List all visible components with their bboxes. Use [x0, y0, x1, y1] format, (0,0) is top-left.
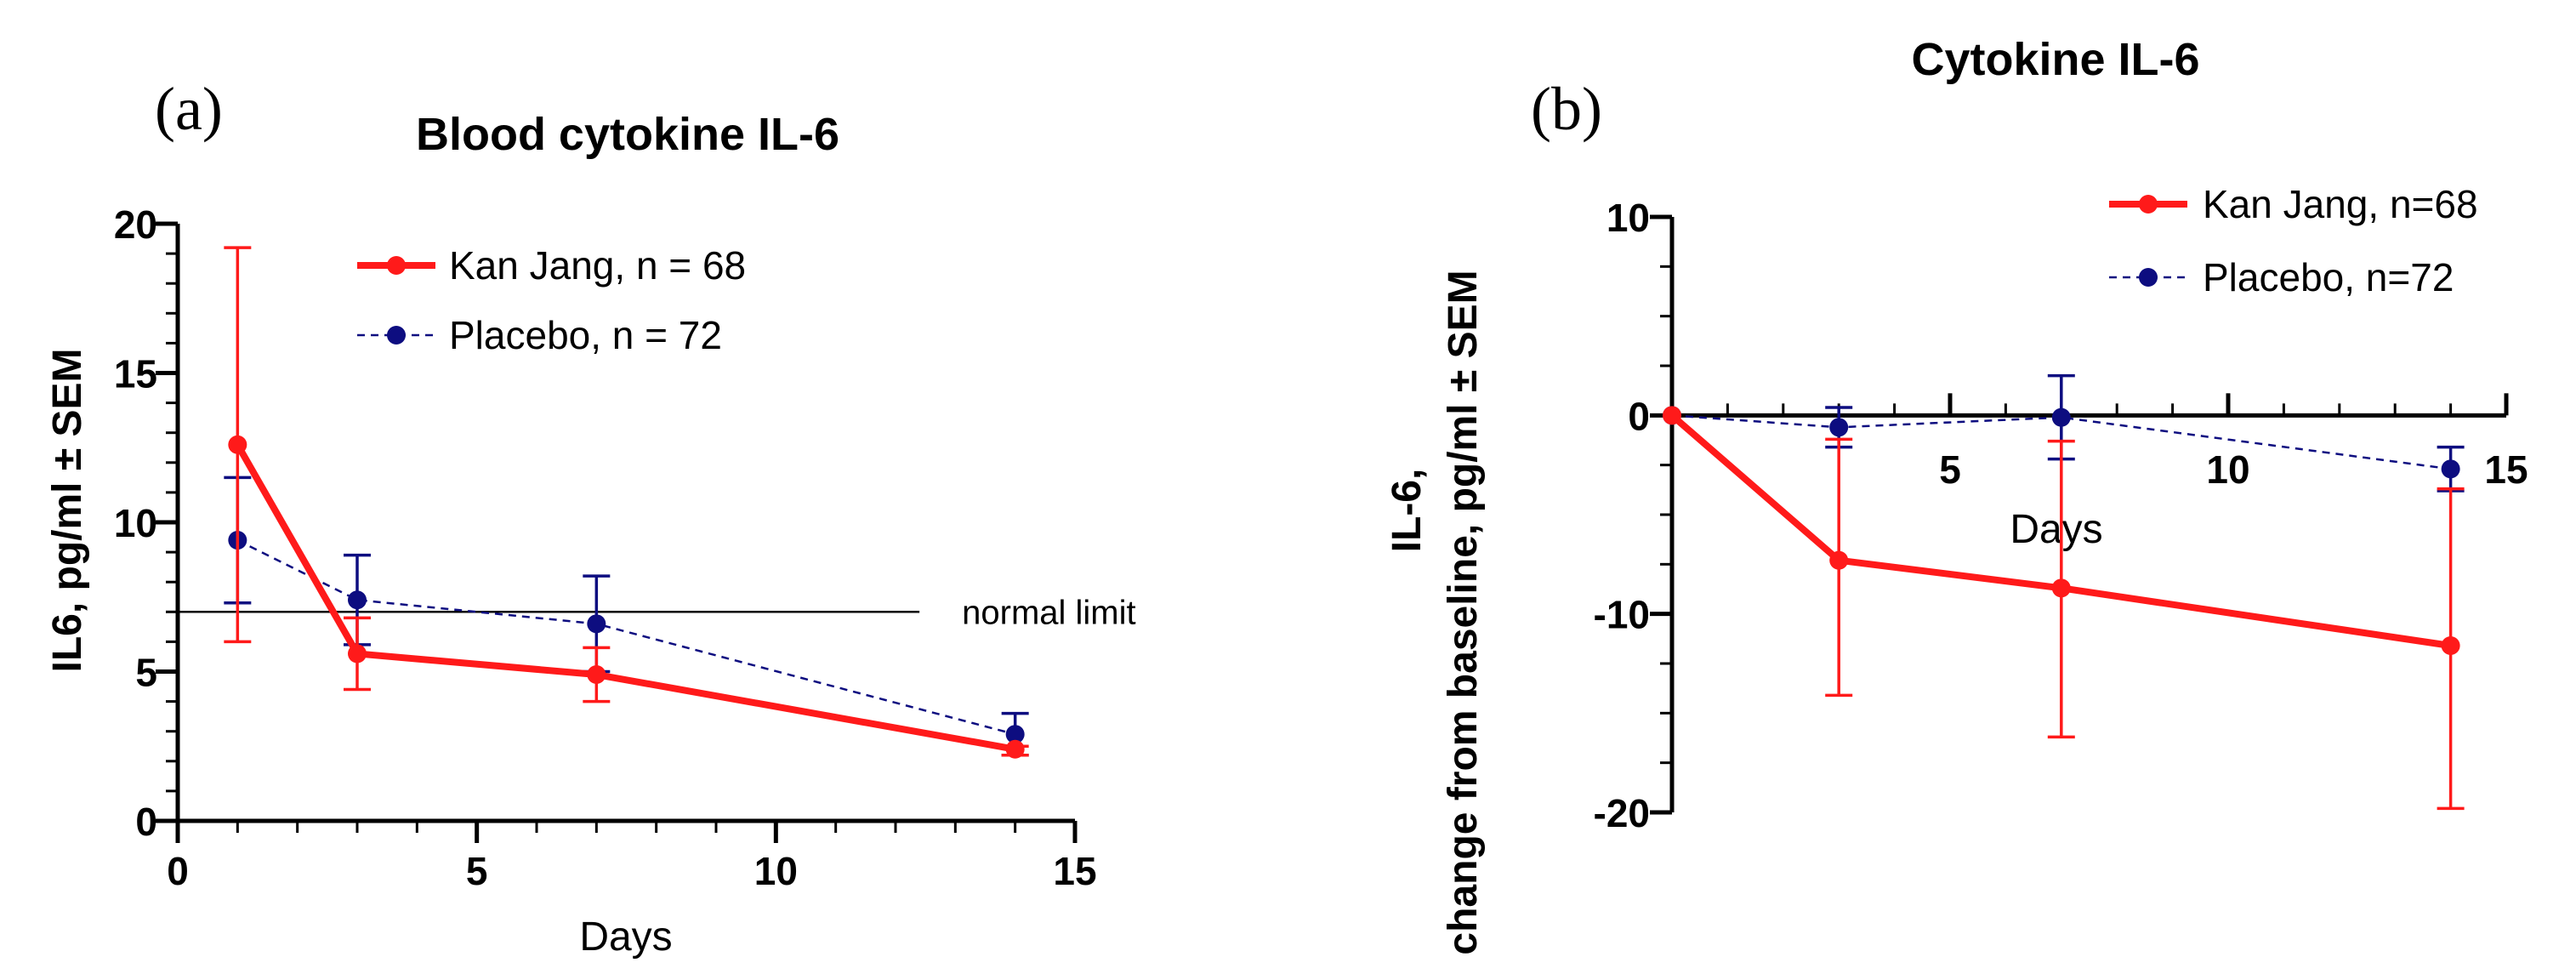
data-point-placebo [348, 590, 367, 610]
chart-b-marks [1663, 373, 2465, 811]
data-point-kan-jang [1829, 550, 1849, 570]
legend-label: Kan Jang, n=68 [2203, 182, 2478, 226]
x-tick-label: 5 [466, 849, 488, 893]
y-tick-label: 20 [114, 202, 157, 247]
y-tick-label: -20 [1594, 791, 1650, 835]
x-tick-label: 0 [167, 849, 189, 893]
legend-label: Kan Jang, n = 68 [449, 243, 746, 288]
chart-a-marks [224, 246, 1029, 759]
legend-label: Placebo, n=72 [2203, 255, 2454, 299]
chart-a-title: Blood cytokine IL-6 [416, 109, 839, 160]
data-point-kan-jang [1005, 739, 1025, 759]
chart-b-ylabel-line2: change from baseline, pg/ml ± SEM [1441, 270, 1486, 954]
series-line-placebo [236, 538, 1015, 736]
x-tick-label: 10 [2206, 447, 2249, 492]
y-tick-label: 0 [135, 800, 157, 844]
data-point-placebo [1005, 725, 1025, 744]
legend-marker [2139, 195, 2158, 214]
y-tick-label: -10 [1594, 593, 1650, 637]
x-tick-label: 15 [2484, 447, 2528, 492]
legend-marker [2139, 268, 2158, 287]
chart-a-xlabel: Days [579, 914, 672, 960]
data-point-placebo [587, 614, 606, 634]
data-point-kan-jang [348, 644, 367, 664]
chart-a-ylabel: IL6, pg/ml ± SEM [45, 348, 90, 672]
x-tick-label: 5 [1939, 447, 1961, 492]
data-point-kan-jang [228, 435, 247, 454]
chart-a: (a) Blood cytokine IL-6 IL6, pg/ml ± SEM… [45, 75, 1136, 960]
chart-a-axes: 0 5 10 15 20 0 5 10 15 normal limit [114, 202, 1136, 893]
normal-limit-label: normal limit [962, 594, 1135, 631]
data-point-kan-jang [1663, 406, 1681, 425]
legend-marker [387, 256, 406, 275]
y-tick-label: 15 [114, 352, 157, 396]
chart-b: (b) Cytokine IL-6 IL-6, change from base… [1385, 34, 2528, 955]
chart-b-title: Cytokine IL-6 [1911, 34, 2199, 85]
chart-b-ylabel-line1: IL-6, [1385, 469, 1430, 553]
panel-b-label: (b) [1531, 75, 1602, 143]
x-tick-label: 15 [1053, 849, 1096, 893]
x-tick-label: 10 [754, 849, 798, 893]
y-tick-label: 10 [114, 501, 157, 545]
chart-a-legend: Kan Jang, n = 68 Placebo, n = 72 [357, 243, 746, 357]
data-point-placebo [2441, 459, 2460, 479]
y-tick-label: 10 [1606, 196, 1650, 240]
data-point-kan-jang [587, 665, 606, 685]
chart-b-xlabel: Days [2010, 507, 2102, 552]
y-tick-label: 0 [1628, 394, 1650, 438]
data-point-kan-jang [2441, 636, 2460, 655]
panel-a-label: (a) [155, 75, 223, 143]
data-point-placebo [1829, 418, 1849, 437]
legend-label: Placebo, n = 72 [449, 313, 722, 357]
data-point-placebo [2051, 407, 2071, 427]
series-line-placebo [1671, 414, 2451, 470]
chart-b-legend: Kan Jang, n=68 Placebo, n=72 [2109, 182, 2478, 299]
legend-marker [387, 326, 406, 345]
y-tick-label: 5 [135, 651, 157, 695]
series-line-kan-jang [234, 442, 1016, 753]
series-line-kan-jang [1669, 413, 2452, 649]
data-point-kan-jang [2051, 578, 2071, 598]
